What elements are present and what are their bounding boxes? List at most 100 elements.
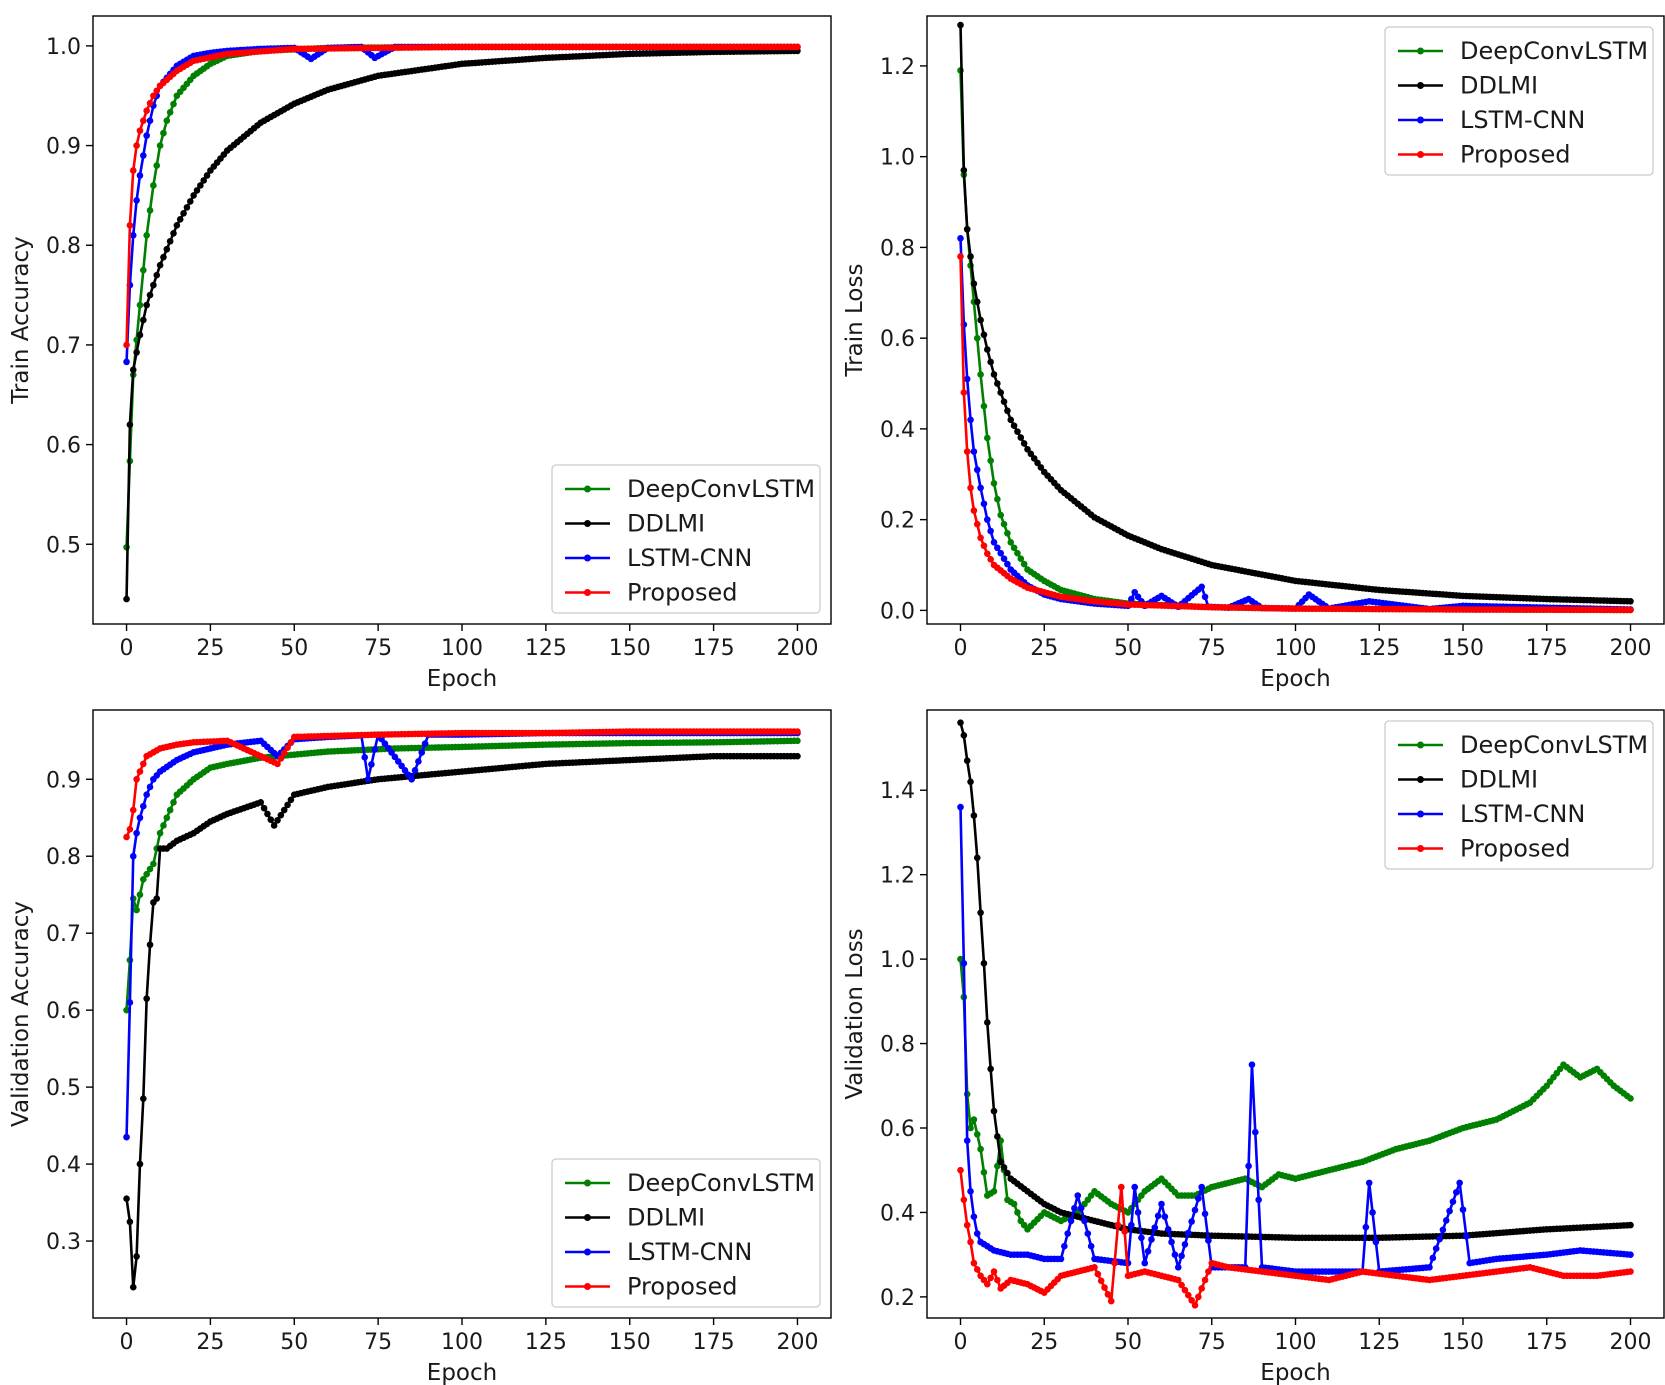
- data-point: [980, 331, 988, 339]
- legend-label: DDLMI: [627, 1204, 705, 1232]
- data-point: [973, 1230, 981, 1237]
- plot-area: [123, 43, 801, 603]
- data-point: [1081, 1217, 1088, 1225]
- data-point: [1174, 1276, 1182, 1284]
- data-point: [129, 852, 137, 860]
- legend-label: DeepConvLSTM: [1460, 731, 1648, 759]
- data-point: [973, 1266, 981, 1273]
- legend-item-proposed: Proposed: [1398, 141, 1571, 169]
- data-point: [136, 301, 144, 309]
- data-point: [136, 891, 144, 899]
- data-point: [1030, 455, 1038, 462]
- series-line: [959, 958, 1632, 1231]
- data-point: [990, 1107, 998, 1115]
- data-point: [146, 99, 154, 107]
- data-point: [150, 182, 157, 189]
- data-point: [1067, 1217, 1075, 1225]
- data-point: [146, 117, 154, 124]
- data-point: [140, 152, 147, 159]
- data-point: [284, 801, 291, 809]
- y-tick-label: 0.7: [46, 334, 81, 359]
- x-tick-label: 75: [1198, 1330, 1226, 1355]
- data-point: [140, 1095, 147, 1102]
- data-point: [411, 767, 419, 774]
- data-point: [133, 142, 140, 149]
- data-point: [987, 527, 994, 535]
- data-point: [143, 301, 150, 309]
- data-point: [1205, 1268, 1212, 1275]
- data-point: [140, 117, 147, 124]
- data-point: [160, 253, 167, 261]
- data-point: [186, 198, 194, 205]
- data-point: [1087, 1242, 1095, 1250]
- data-point: [133, 1253, 140, 1260]
- series-line: [959, 256, 1631, 612]
- data-point: [977, 316, 984, 324]
- data-point: [123, 595, 130, 603]
- data-point: [123, 1006, 130, 1014]
- data-point: [994, 544, 1001, 552]
- data-point: [136, 768, 144, 775]
- data-point: [173, 222, 181, 229]
- data-point: [973, 334, 981, 342]
- y-tick-label: 0.2: [880, 509, 915, 534]
- y-axis-title: Train Loss: [842, 264, 868, 378]
- data-point: [1252, 1128, 1259, 1136]
- x-tick-label: 75: [1198, 636, 1226, 661]
- data-point: [129, 167, 137, 174]
- legend-item-lstm-cnn: LSTM-CNN: [565, 1238, 752, 1266]
- data-point: [794, 752, 801, 760]
- data-point: [967, 1188, 974, 1195]
- data-point: [980, 402, 988, 410]
- data-point: [136, 1160, 144, 1168]
- data-point: [136, 127, 144, 134]
- data-point: [1432, 1245, 1440, 1252]
- x-tick-label: 175: [1526, 636, 1568, 661]
- legend-label: DeepConvLSTM: [627, 1169, 815, 1197]
- series-lstm-cnn: [957, 803, 1634, 1275]
- x-tick-label: 125: [525, 636, 567, 661]
- legend-label: DeepConvLSTM: [627, 475, 815, 503]
- legend-item-ddlmi: DDLMI: [1398, 72, 1538, 100]
- data-point: [984, 1019, 991, 1026]
- series-line: [125, 45, 798, 345]
- data-point: [1245, 1162, 1252, 1170]
- y-tick-label: 0.7: [46, 922, 81, 947]
- data-point: [146, 207, 154, 214]
- series-line: [959, 807, 1631, 1273]
- data-point: [1198, 583, 1205, 591]
- x-axis-title: Epoch: [427, 1360, 497, 1385]
- data-point: [963, 1137, 971, 1144]
- data-point: [1141, 1259, 1149, 1267]
- data-point: [1144, 1247, 1152, 1255]
- data-point: [143, 995, 150, 1002]
- y-tick-label: 0.8: [46, 845, 81, 870]
- series-proposed: [123, 43, 801, 349]
- x-axis-title: Epoch: [1260, 666, 1330, 692]
- data-point: [200, 177, 207, 184]
- data-point: [156, 829, 164, 837]
- x-tick-label: 200: [1610, 1330, 1652, 1355]
- data-point: [794, 728, 801, 735]
- data-point: [1074, 1192, 1082, 1199]
- data-point: [136, 814, 144, 822]
- data-point: [1004, 407, 1011, 415]
- x-tick-label: 50: [1114, 636, 1142, 661]
- legend-box: [551, 464, 821, 614]
- y-tick-label: 0.4: [880, 1201, 915, 1226]
- legend-swatch-marker: [584, 520, 591, 527]
- series-deepconvlstm: [123, 737, 801, 1014]
- data-point: [1007, 539, 1015, 546]
- legend-item-lstm-cnn: LSTM-CNN: [1398, 106, 1585, 134]
- x-tick-label: 200: [776, 1330, 818, 1355]
- data-point: [994, 495, 1001, 503]
- data-point: [170, 799, 177, 806]
- y-tick-label: 1.2: [880, 864, 915, 889]
- data-point: [123, 833, 130, 841]
- x-axis-title: Epoch: [427, 666, 497, 692]
- legend-label: LSTM-CNN: [627, 544, 752, 572]
- data-point: [1195, 1293, 1202, 1301]
- x-tick-label: 150: [1442, 1330, 1484, 1355]
- plot-area: [957, 21, 1634, 614]
